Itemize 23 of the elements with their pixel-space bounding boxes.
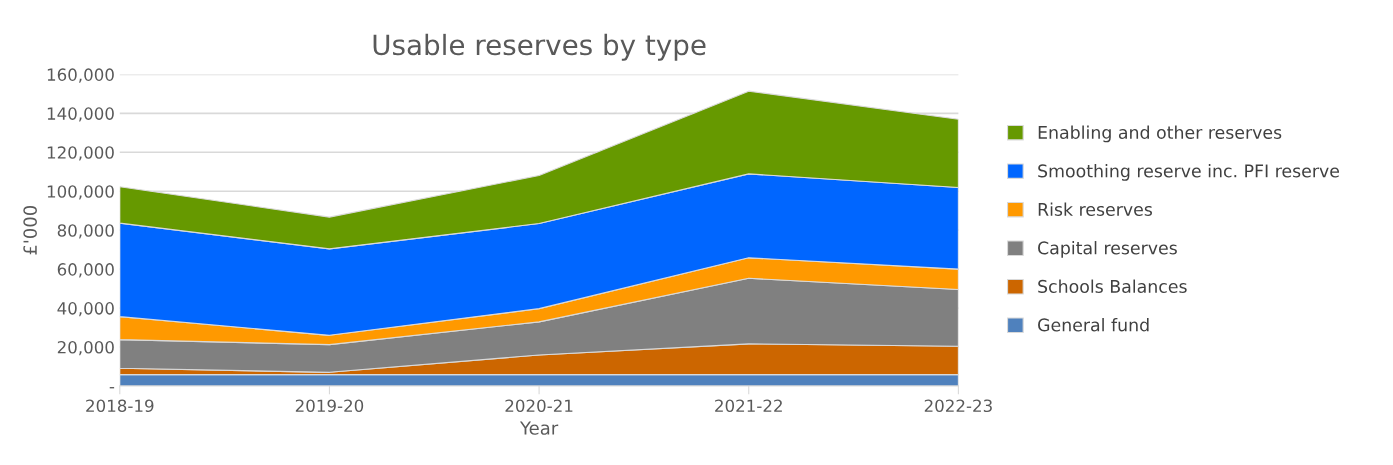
legend-label: Smoothing reserve inc. PFI reserve: [1038, 164, 1340, 181]
x-tick-label: 2020-21: [505, 399, 573, 413]
legend-label: Capital reserves: [1038, 241, 1177, 258]
y-tick-label: 20,000: [57, 340, 114, 356]
legend-label: Schools Balances: [1038, 279, 1187, 293]
x-tick-label: 2019-20: [295, 399, 364, 413]
x-tick-label: 2018-19: [86, 399, 154, 413]
y-tick-label: -: [109, 387, 115, 389]
y-tick-label: 60,000: [57, 263, 114, 278]
x-tick-label: 2021-22: [715, 399, 782, 413]
y-tick-label: 100,000: [47, 185, 114, 200]
x-tick-label: 2022-23: [924, 399, 992, 413]
y-tick-label: 40,000: [57, 302, 114, 317]
y-tick-label: 140,000: [47, 107, 114, 122]
legend-label: Risk reserves: [1038, 202, 1153, 216]
legend-label: General fund: [1038, 318, 1149, 332]
y-axis-title: £'000: [23, 205, 37, 255]
x-axis-title: Year: [519, 421, 559, 435]
y-tick-label: 160,000: [47, 68, 114, 83]
y-tick-label: 80,000: [57, 224, 114, 239]
chart-title: Usable reserves by type: [373, 33, 706, 61]
y-tick-label: 120,000: [47, 146, 114, 161]
legend-label: Enabling and other reserves: [1038, 125, 1282, 143]
